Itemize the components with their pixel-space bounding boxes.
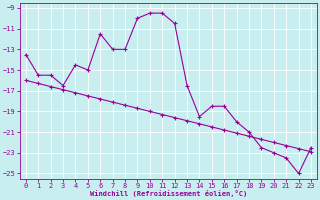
X-axis label: Windchill (Refroidissement éolien,°C): Windchill (Refroidissement éolien,°C)	[90, 190, 247, 197]
